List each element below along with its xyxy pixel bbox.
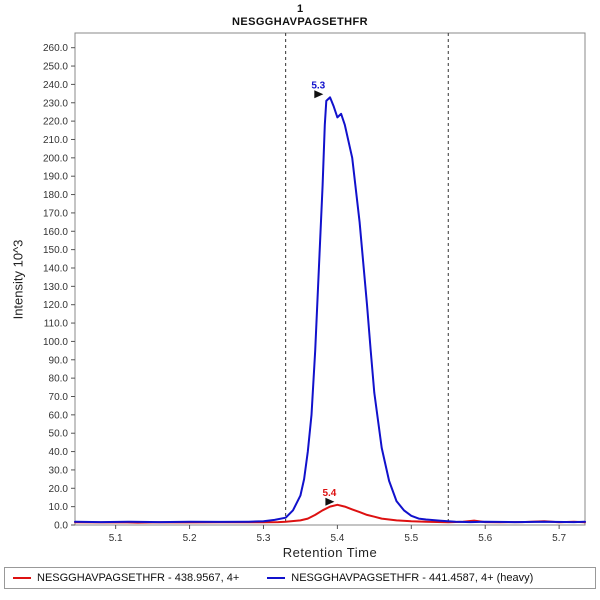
legend-swatch-red	[13, 577, 31, 579]
x-tick-label: 5.7	[552, 533, 566, 544]
legend-item-light: NESGGHAVPAGSETHFR - 438.9567, 4+	[13, 572, 239, 584]
y-tick-label: 90.0	[49, 355, 69, 366]
y-tick-label: 190.0	[43, 172, 68, 183]
x-tick-label: 5.4	[330, 533, 344, 544]
x-tick-label: 5.5	[404, 533, 418, 544]
x-tick-label: 5.3	[257, 533, 271, 544]
y-tick-label: 250.0	[43, 62, 68, 73]
y-tick-label: 40.0	[49, 447, 69, 458]
y-tick-label: 230.0	[43, 98, 68, 109]
x-tick-label: 5.1	[109, 533, 123, 544]
x-axis-label: Retention Time	[282, 545, 378, 560]
peak-arrow-icon	[325, 497, 335, 506]
y-tick-label: 50.0	[49, 429, 69, 440]
y-tick-label: 130.0	[43, 282, 68, 293]
y-tick-label: 0.0	[54, 521, 68, 532]
y-tick-label: 100.0	[43, 337, 68, 348]
y-tick-label: 20.0	[49, 484, 69, 495]
y-tick-label: 110.0	[44, 319, 69, 330]
peak-rt-label: 5.3	[311, 80, 325, 91]
series-line	[74, 503, 586, 524]
legend-swatch-blue	[267, 577, 286, 579]
legend: NESGGHAVPAGSETHFR - 438.9567, 4+ NESGGHA…	[4, 567, 596, 589]
legend-item-heavy: NESGGHAVPAGSETHFR - 441.4587, 4+ (heavy)	[267, 572, 533, 584]
chart-subtitle-peptide: NESGGHAVPAGSETHFR	[232, 16, 368, 29]
y-tick-label: 240.0	[43, 80, 68, 91]
peak-arrow-icon	[314, 90, 324, 99]
y-tick-label: 160.0	[43, 227, 68, 238]
y-tick-label: 10.0	[49, 502, 69, 513]
y-tick-label: 60.0	[49, 410, 69, 421]
y-tick-label: 220.0	[43, 117, 68, 128]
chart-header: 1 NESGGHAVPAGSETHFR	[0, 3, 600, 29]
y-tick-label: 70.0	[49, 392, 69, 403]
y-tick-label: 140.0	[43, 263, 68, 274]
y-tick-label: 150.0	[43, 245, 68, 256]
y-tick-label: 120.0	[43, 300, 68, 311]
y-tick-label: 260.0	[43, 43, 68, 54]
chart-title: 1	[296, 3, 304, 15]
y-tick-label: 200.0	[43, 153, 68, 164]
legend-label-light: NESGGHAVPAGSETHFR - 438.9567, 4+	[37, 572, 240, 584]
y-tick-label: 210.0	[43, 135, 68, 146]
y-tick-label: 170.0	[43, 208, 68, 219]
x-tick-label: 5.6	[478, 533, 492, 544]
series-line	[74, 96, 586, 524]
legend-label-heavy: NESGGHAVPAGSETHFR - 441.4587, 4+ (heavy)	[291, 572, 534, 584]
plot-frame	[74, 32, 586, 526]
y-tick-label: 30.0	[49, 465, 69, 476]
peak-rt-label: 5.4	[322, 488, 336, 499]
x-tick-label: 5.2	[183, 533, 197, 544]
y-tick-label: 180.0	[43, 190, 68, 201]
y-tick-label: 80.0	[49, 374, 69, 385]
